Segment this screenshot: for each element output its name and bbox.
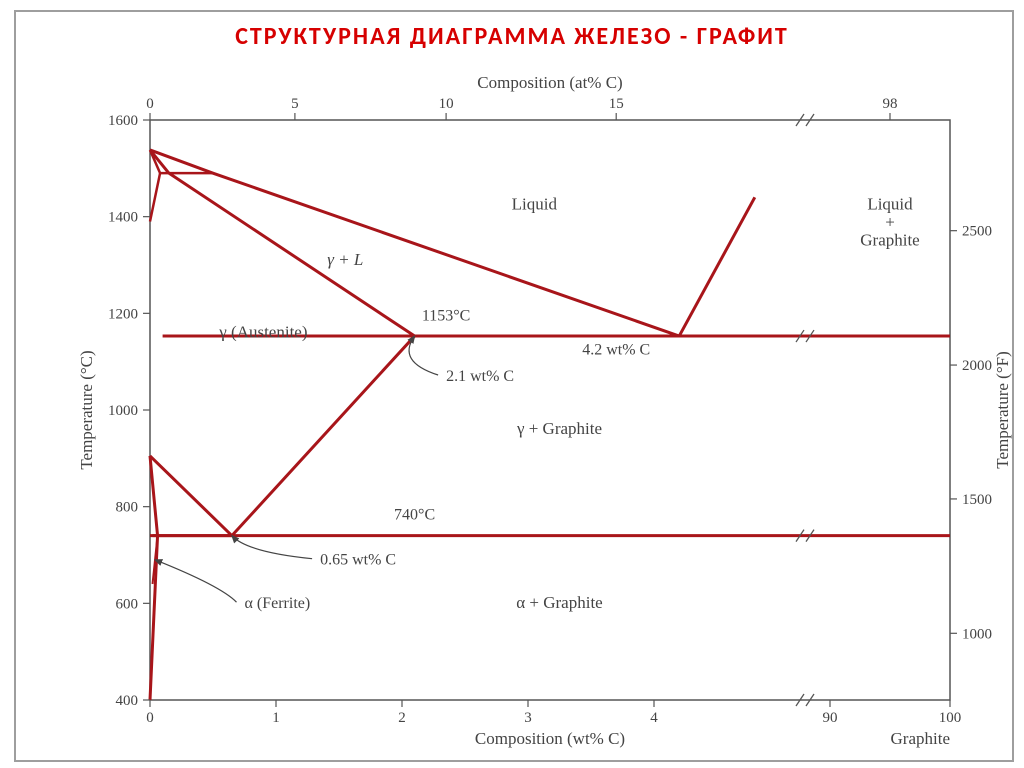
- phase-line-austenite-lower: [153, 336, 415, 536]
- region-label: γ + L: [327, 250, 363, 269]
- ytick-c: 600: [116, 596, 139, 612]
- xtick-wt: 100: [939, 710, 962, 726]
- ytick-c: 1200: [108, 306, 138, 322]
- ytick-c: 1600: [108, 113, 138, 129]
- phase-line-solidus-left: [150, 150, 415, 336]
- xtick-at: 0: [146, 96, 154, 112]
- callout-label: 0.65 wt% C: [320, 552, 396, 569]
- xtick-wt: 1: [272, 710, 280, 726]
- region-label: +: [885, 212, 895, 231]
- xtick-at: 10: [439, 96, 454, 112]
- region-label: 1153°C: [422, 308, 470, 325]
- ytick-c: 1000: [108, 403, 138, 419]
- xtick-at: 98: [883, 96, 898, 112]
- xtick-at: 15: [609, 96, 624, 112]
- xtick-wt: 2: [398, 710, 406, 726]
- xtick-wt: 90: [823, 710, 838, 726]
- xlabel-bottom: Composition (wt% C): [475, 729, 625, 748]
- callout-arrow: [155, 560, 236, 602]
- region-label: γ (Austenite): [218, 323, 307, 342]
- callout-label: α (Ferrite): [245, 595, 311, 612]
- graphite-label: Graphite: [891, 729, 950, 748]
- ylabel-right: Temperature (°F): [993, 351, 1012, 468]
- ytick-f: 1000: [962, 626, 992, 642]
- xlabel-top: Composition (at% C): [477, 73, 622, 92]
- xtick-wt: 3: [524, 710, 532, 726]
- phase-line-liquidus-right: [679, 197, 755, 336]
- region-label: γ + Graphite: [516, 419, 602, 438]
- ytick-f: 1500: [962, 492, 992, 508]
- callout-arrow: [232, 536, 312, 559]
- phase-line-gamma-alpha: [150, 456, 232, 536]
- region-label: 4.2 wt% C: [582, 341, 650, 358]
- region-label: Liquid: [867, 194, 913, 213]
- xtick-wt: 4: [650, 710, 658, 726]
- callout-arrow: [409, 336, 438, 375]
- xtick-at: 5: [291, 96, 299, 112]
- ytick-f: 2000: [962, 358, 992, 374]
- phase-line-liquidus-left: [150, 150, 679, 336]
- region-label: Liquid: [512, 194, 558, 213]
- ytick-c: 800: [116, 500, 139, 516]
- ylabel-left: Temperature (°C): [77, 350, 96, 469]
- region-label: Graphite: [860, 231, 919, 250]
- region-label: 740°C: [394, 507, 435, 524]
- xtick-wt: 0: [146, 710, 154, 726]
- callout-label: 2.1 wt% C: [446, 368, 514, 385]
- region-label: α + Graphite: [516, 593, 602, 612]
- ytick-f: 2500: [962, 224, 992, 240]
- phase-diagram: 4006008001000120014001600100015002000250…: [0, 0, 1024, 768]
- ytick-c: 400: [116, 693, 139, 709]
- ytick-c: 1400: [108, 210, 138, 226]
